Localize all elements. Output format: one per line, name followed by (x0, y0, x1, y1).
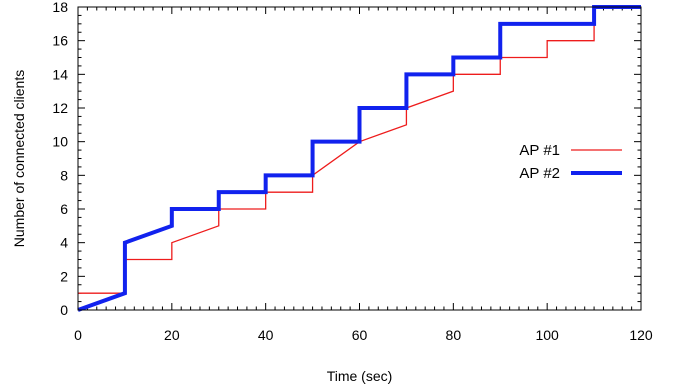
x-tick-label: 40 (258, 327, 274, 343)
y-axis-title: Number of connected clients (11, 70, 27, 247)
x-axis-title: Time (sec) (327, 368, 393, 384)
x-tick-label: 80 (446, 327, 462, 343)
x-tick-label: 20 (164, 327, 180, 343)
y-tick-label: 6 (60, 201, 68, 217)
x-tick-labels: 0 20 40 60 80 100 120 (74, 327, 653, 343)
x-tick-label: 60 (352, 327, 368, 343)
legend-label-ap2: AP #2 (519, 165, 560, 182)
legend: AP #1 AP #2 (519, 142, 622, 182)
y-tick-label: 18 (52, 0, 68, 15)
legend-label-ap1: AP #1 (519, 142, 560, 159)
y-tick-label: 2 (60, 268, 68, 284)
y-tick-label: 8 (60, 167, 68, 183)
y-tick-label: 12 (52, 100, 68, 116)
y-tick-labels: 0 2 4 6 8 10 12 14 16 18 (52, 0, 68, 318)
x-tick-label: 120 (629, 327, 653, 343)
plot-frame (77, 6, 642, 311)
x-tick-label: 100 (535, 327, 559, 343)
y-tick-label: 10 (52, 134, 68, 150)
y-tick-label: 0 (60, 302, 68, 318)
y-tick-label: 14 (52, 66, 68, 82)
x-tick-label: 0 (74, 327, 82, 343)
series-lines (77, 5, 641, 312)
series-line-ap2 (77, 5, 641, 312)
y-tick-label: 4 (60, 235, 68, 251)
y-tick-label: 16 (52, 33, 68, 49)
